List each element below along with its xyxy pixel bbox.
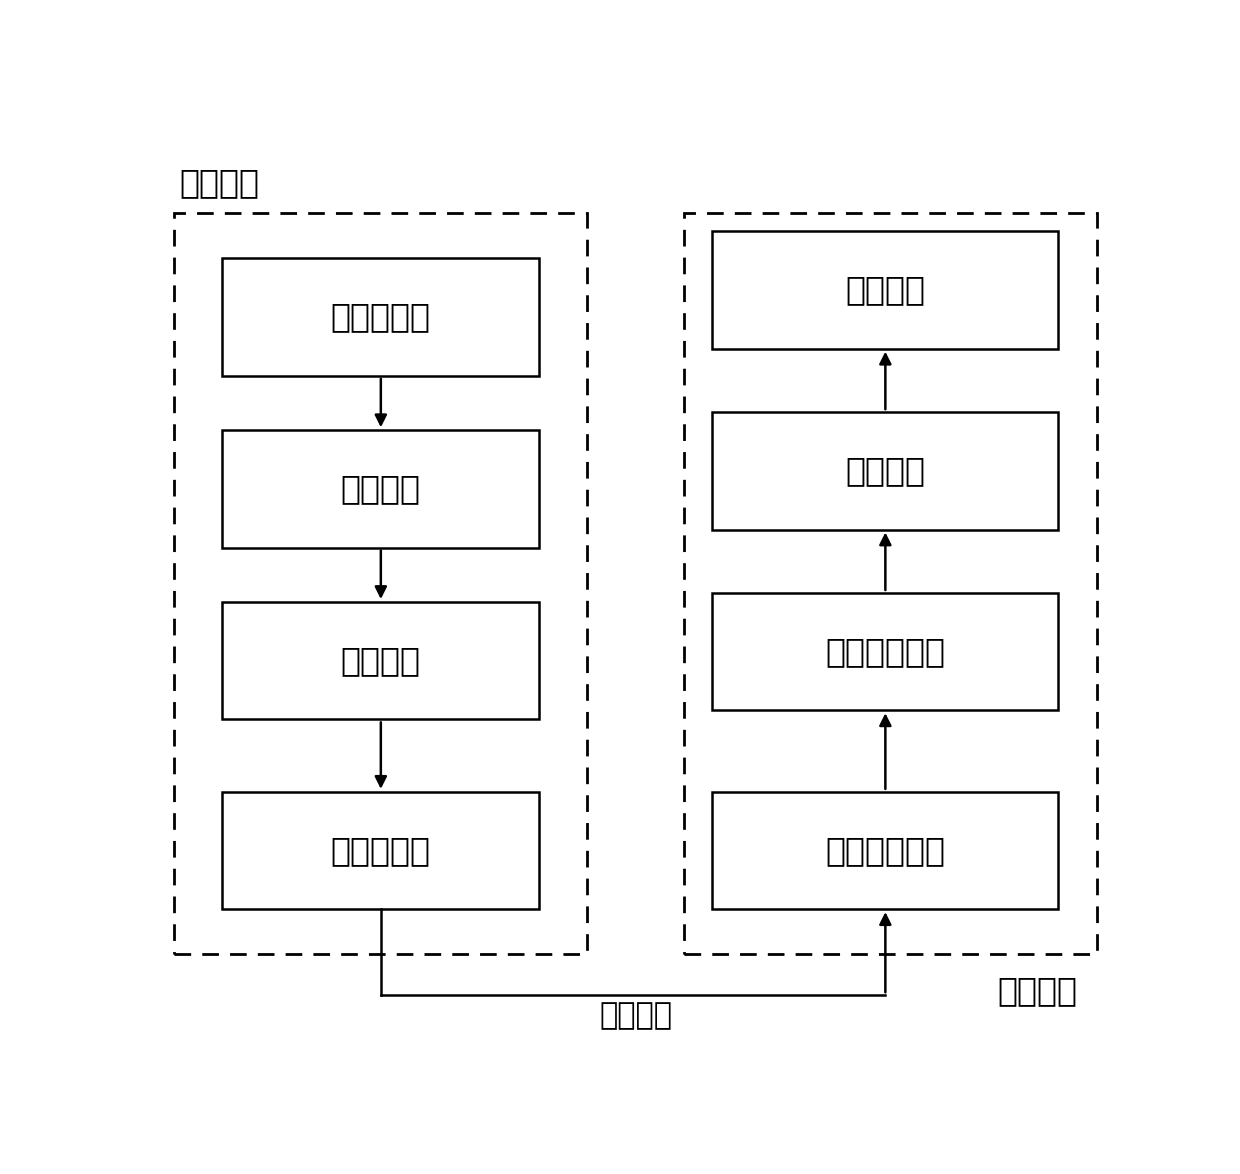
Text: 功率放大器: 功率放大器 [331,834,430,868]
Bar [222,602,539,720]
Text: 信道编码: 信道编码 [341,472,420,506]
Text: 调制模块: 调制模块 [341,645,420,677]
Bar [712,412,1058,529]
Bar [222,430,539,547]
Text: 解调模块: 解调模块 [846,454,925,487]
Bar [222,791,539,909]
Text: 地面仪器: 地面仪器 [997,974,1078,1007]
Text: 井下仪器: 井下仪器 [179,167,259,200]
Bar [712,593,1058,710]
Text: 通信信道: 通信信道 [599,1001,672,1031]
Text: 译码模块: 译码模块 [846,274,925,306]
Bar [712,231,1058,349]
Bar [712,791,1058,909]
Text: 传感器模块: 传感器模块 [331,301,430,333]
Text: 信号处理模块: 信号处理模块 [826,635,945,668]
Bar [683,214,1096,954]
Bar [222,258,539,376]
Bar [174,214,588,954]
Text: 信号调理模块: 信号调理模块 [826,834,945,868]
